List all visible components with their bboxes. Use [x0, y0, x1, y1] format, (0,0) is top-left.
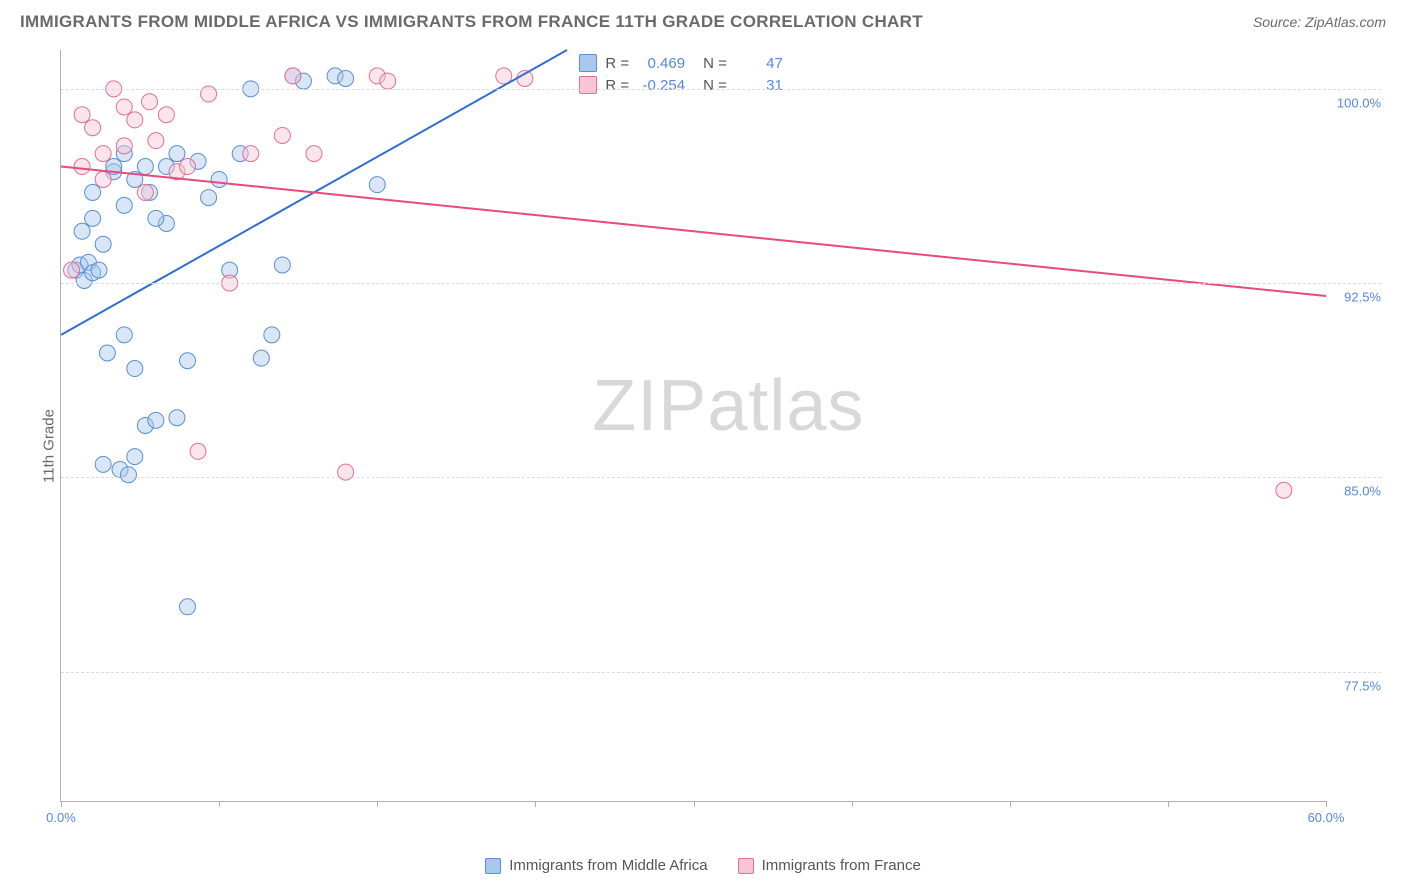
scatter-point-france — [285, 68, 301, 84]
scatter-point-france — [116, 138, 132, 154]
scatter-point-france — [95, 171, 111, 187]
scatter-point-france — [64, 262, 80, 278]
n-value: 31 — [735, 77, 783, 94]
scatter-point-middle_africa — [127, 449, 143, 465]
scatter-point-france — [1276, 482, 1292, 498]
legend-item: Immigrants from Middle Africa — [485, 857, 707, 874]
scatter-point-middle_africa — [116, 197, 132, 213]
scatter-point-middle_africa — [169, 410, 185, 426]
x-tick — [535, 801, 536, 807]
gridline-h — [61, 672, 1381, 673]
x-tick — [852, 801, 853, 807]
n-value: 47 — [735, 55, 783, 72]
scatter-point-middle_africa — [95, 236, 111, 252]
y-tick-label: 100.0% — [1337, 95, 1381, 110]
legend-swatch — [579, 76, 597, 94]
n-label: N = — [703, 77, 727, 94]
scatter-point-middle_africa — [369, 177, 385, 193]
chart-title: IMMIGRANTS FROM MIDDLE AFRICA VS IMMIGRA… — [20, 12, 923, 32]
scatter-point-france — [158, 107, 174, 123]
scatter-point-france — [142, 94, 158, 110]
y-tick-label: 85.0% — [1344, 484, 1381, 499]
x-tick — [694, 801, 695, 807]
scatter-point-france — [148, 133, 164, 149]
x-tick — [219, 801, 220, 807]
legend-swatch — [485, 858, 501, 874]
scatter-point-middle_africa — [201, 190, 217, 206]
scatter-point-middle_africa — [253, 350, 269, 366]
regression-row-middle_africa: R = 0.469 N = 47 — [573, 52, 789, 74]
gridline-h — [61, 89, 1381, 90]
y-tick-label: 77.5% — [1344, 678, 1381, 693]
x-tick — [1326, 801, 1327, 807]
regression-stats-box: R = 0.469 N = 47 R = -0.254 N = 31 — [573, 50, 789, 98]
scatter-point-middle_africa — [85, 184, 101, 200]
scatter-point-france — [127, 112, 143, 128]
scatter-point-middle_africa — [127, 361, 143, 377]
plot-svg — [61, 50, 1326, 801]
scatter-point-middle_africa — [338, 70, 354, 86]
scatter-point-france — [243, 146, 259, 162]
scatter-point-france — [74, 159, 90, 175]
scatter-point-france — [380, 73, 396, 89]
r-label: R = — [605, 77, 629, 94]
scatter-point-france — [180, 159, 196, 175]
scatter-point-france — [116, 99, 132, 115]
scatter-point-middle_africa — [274, 257, 290, 273]
legend-label: Immigrants from Middle Africa — [509, 857, 707, 874]
gridline-h — [61, 477, 1381, 478]
scatter-point-middle_africa — [264, 327, 280, 343]
legend-swatch — [579, 54, 597, 72]
scatter-point-france — [190, 443, 206, 459]
legend-swatch — [738, 858, 754, 874]
scatter-point-middle_africa — [180, 599, 196, 615]
x-tick-label: 60.0% — [1308, 810, 1345, 825]
scatter-point-middle_africa — [211, 171, 227, 187]
y-tick-label: 92.5% — [1344, 290, 1381, 305]
scatter-point-middle_africa — [148, 412, 164, 428]
scatter-point-middle_africa — [91, 262, 107, 278]
gridline-h — [61, 283, 1381, 284]
x-tick — [1168, 801, 1169, 807]
scatter-point-middle_africa — [74, 223, 90, 239]
scatter-point-middle_africa — [85, 210, 101, 226]
x-tick — [1010, 801, 1011, 807]
scatter-point-france — [74, 107, 90, 123]
scatter-point-middle_africa — [116, 327, 132, 343]
scatter-point-france — [95, 146, 111, 162]
scatter-point-middle_africa — [120, 467, 136, 483]
r-label: R = — [605, 55, 629, 72]
source-attribution: Source: ZipAtlas.com — [1253, 14, 1386, 30]
scatter-point-middle_africa — [169, 146, 185, 162]
scatter-point-middle_africa — [99, 345, 115, 361]
n-label: N = — [703, 55, 727, 72]
scatter-point-france — [306, 146, 322, 162]
chart-header: IMMIGRANTS FROM MIDDLE AFRICA VS IMMIGRA… — [0, 0, 1406, 40]
scatter-point-france — [137, 184, 153, 200]
x-tick-label: 0.0% — [46, 810, 76, 825]
r-value: 0.469 — [637, 55, 685, 72]
scatter-point-middle_africa — [95, 456, 111, 472]
legend-item: Immigrants from France — [738, 857, 921, 874]
scatter-point-middle_africa — [137, 159, 153, 175]
x-tick — [61, 801, 62, 807]
scatter-point-middle_africa — [180, 353, 196, 369]
x-tick — [377, 801, 378, 807]
chart-area: ZIPatlas R =0.469N =47R =-0.254N =31 77.… — [50, 50, 1386, 832]
legend: Immigrants from Middle Africa Immigrants … — [0, 857, 1406, 874]
regression-line-france — [61, 167, 1326, 296]
regression-row-france: R = -0.254 N = 31 — [573, 74, 789, 96]
legend-label: Immigrants from France — [762, 857, 921, 874]
scatter-point-middle_africa — [148, 210, 164, 226]
scatter-point-france — [274, 127, 290, 143]
scatter-point-france — [85, 120, 101, 136]
plot-region: ZIPatlas R =0.469N =47R =-0.254N =31 77.… — [60, 50, 1326, 802]
r-value: -0.254 — [637, 77, 685, 94]
